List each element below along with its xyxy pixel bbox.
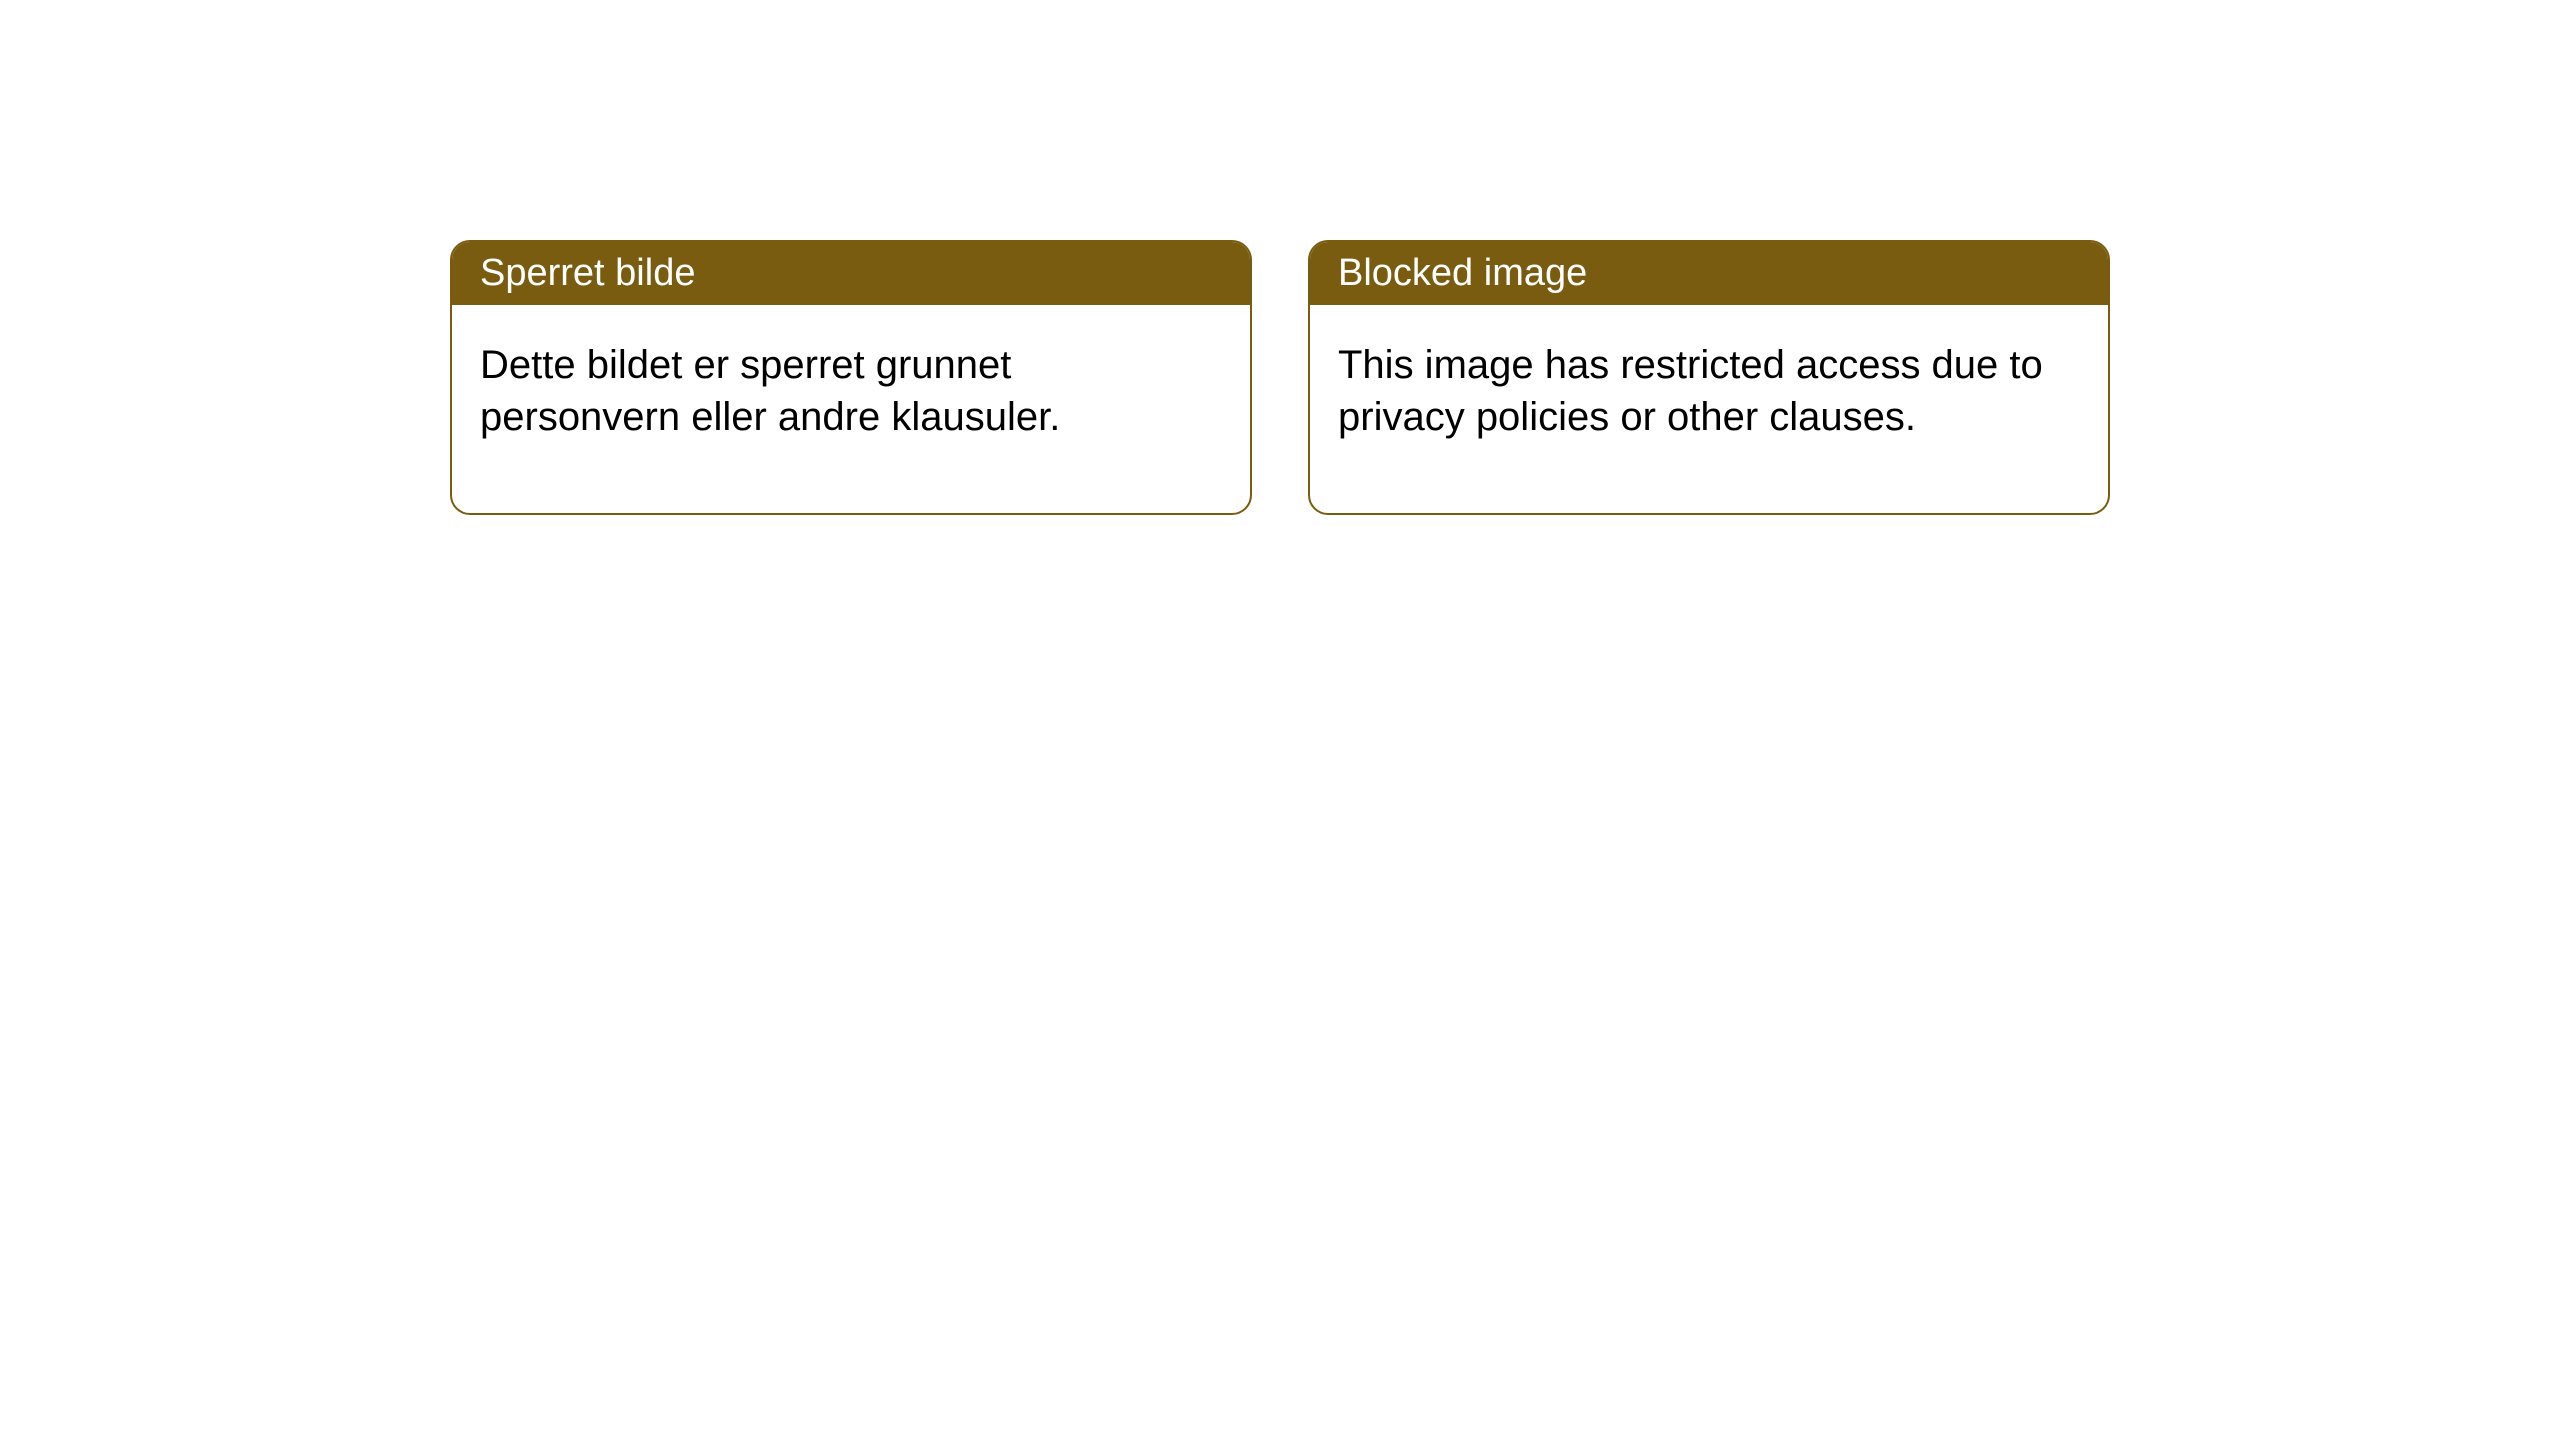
card-body-text: Dette bildet er sperret grunnet personve… bbox=[480, 343, 1060, 439]
card-title: Blocked image bbox=[1338, 252, 1587, 294]
card-body-text: This image has restricted access due to … bbox=[1338, 343, 2043, 439]
card-title: Sperret bilde bbox=[480, 252, 695, 294]
notice-card-norwegian: Sperret bilde Dette bildet er sperret gr… bbox=[450, 240, 1252, 515]
card-body: Dette bildet er sperret grunnet personve… bbox=[452, 305, 1250, 513]
notice-cards-container: Sperret bilde Dette bildet er sperret gr… bbox=[450, 240, 2110, 515]
card-header: Sperret bilde bbox=[452, 242, 1250, 305]
card-body: This image has restricted access due to … bbox=[1310, 305, 2108, 513]
notice-card-english: Blocked image This image has restricted … bbox=[1308, 240, 2110, 515]
card-header: Blocked image bbox=[1310, 242, 2108, 305]
